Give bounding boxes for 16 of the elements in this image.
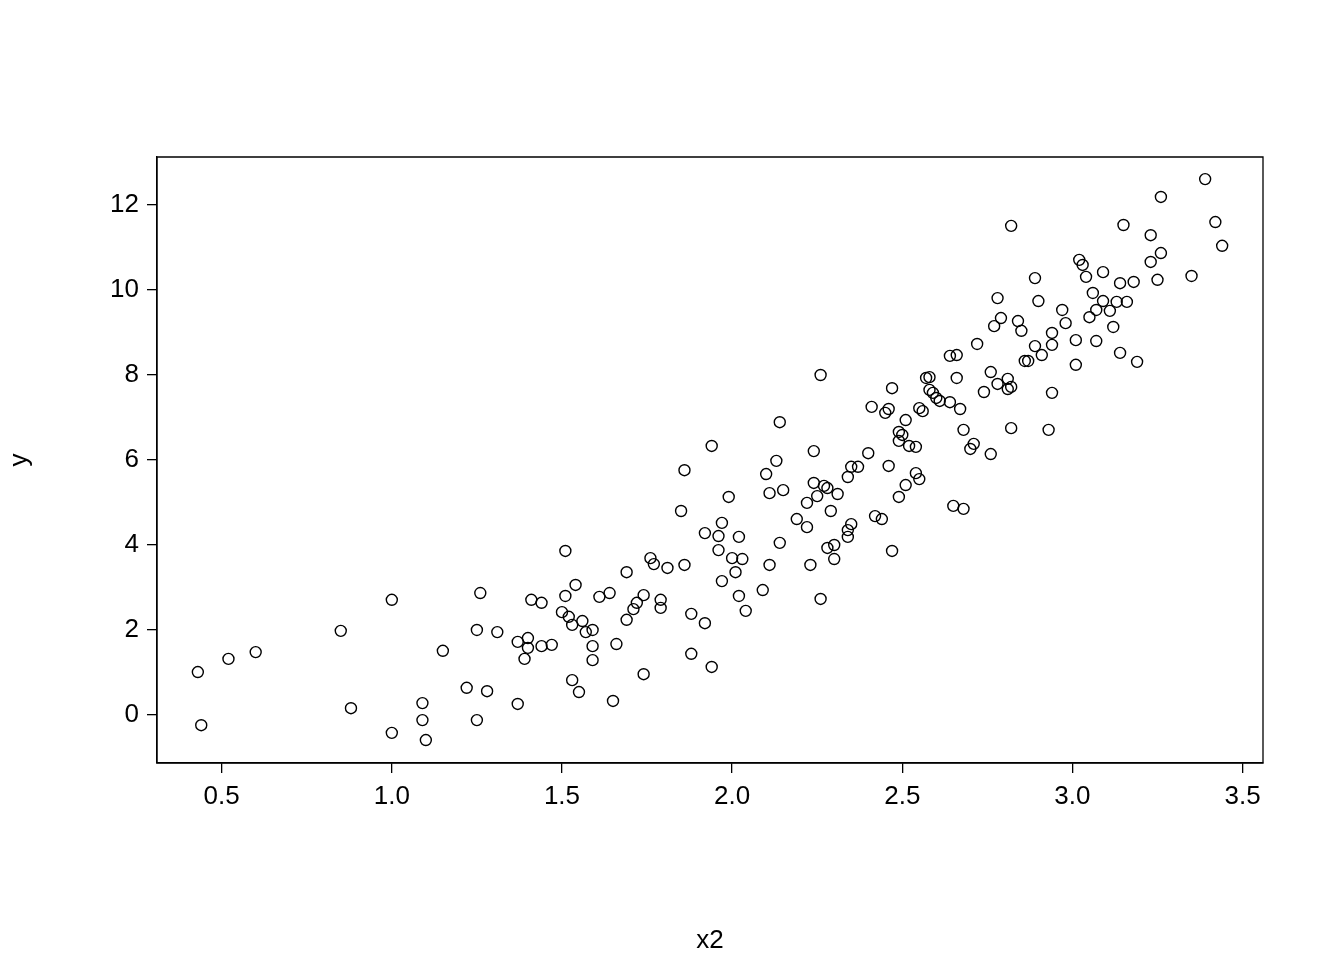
x-tick-label: 3.0 [1054, 779, 1091, 810]
y-tick-label: 4 [124, 528, 139, 559]
x-tick-label: 3.5 [1224, 779, 1261, 810]
x-tick-label: 2.5 [884, 779, 921, 810]
y-tick-label: 8 [124, 358, 139, 389]
y-tick-label: 6 [124, 443, 139, 474]
x-tick-label: 2.0 [714, 779, 751, 810]
y-tick-label: 12 [110, 188, 139, 219]
x-tick-label: 1.0 [373, 779, 410, 810]
y-tick-label: 10 [110, 273, 139, 304]
y-tick-label: 2 [124, 613, 139, 644]
x-axis-title: x2 [696, 923, 724, 954]
x-tick-label: 1.5 [543, 779, 581, 810]
y-axis-title: y [2, 453, 33, 467]
y-tick-label: 0 [124, 698, 139, 729]
x-tick-label: 0.5 [203, 779, 240, 810]
